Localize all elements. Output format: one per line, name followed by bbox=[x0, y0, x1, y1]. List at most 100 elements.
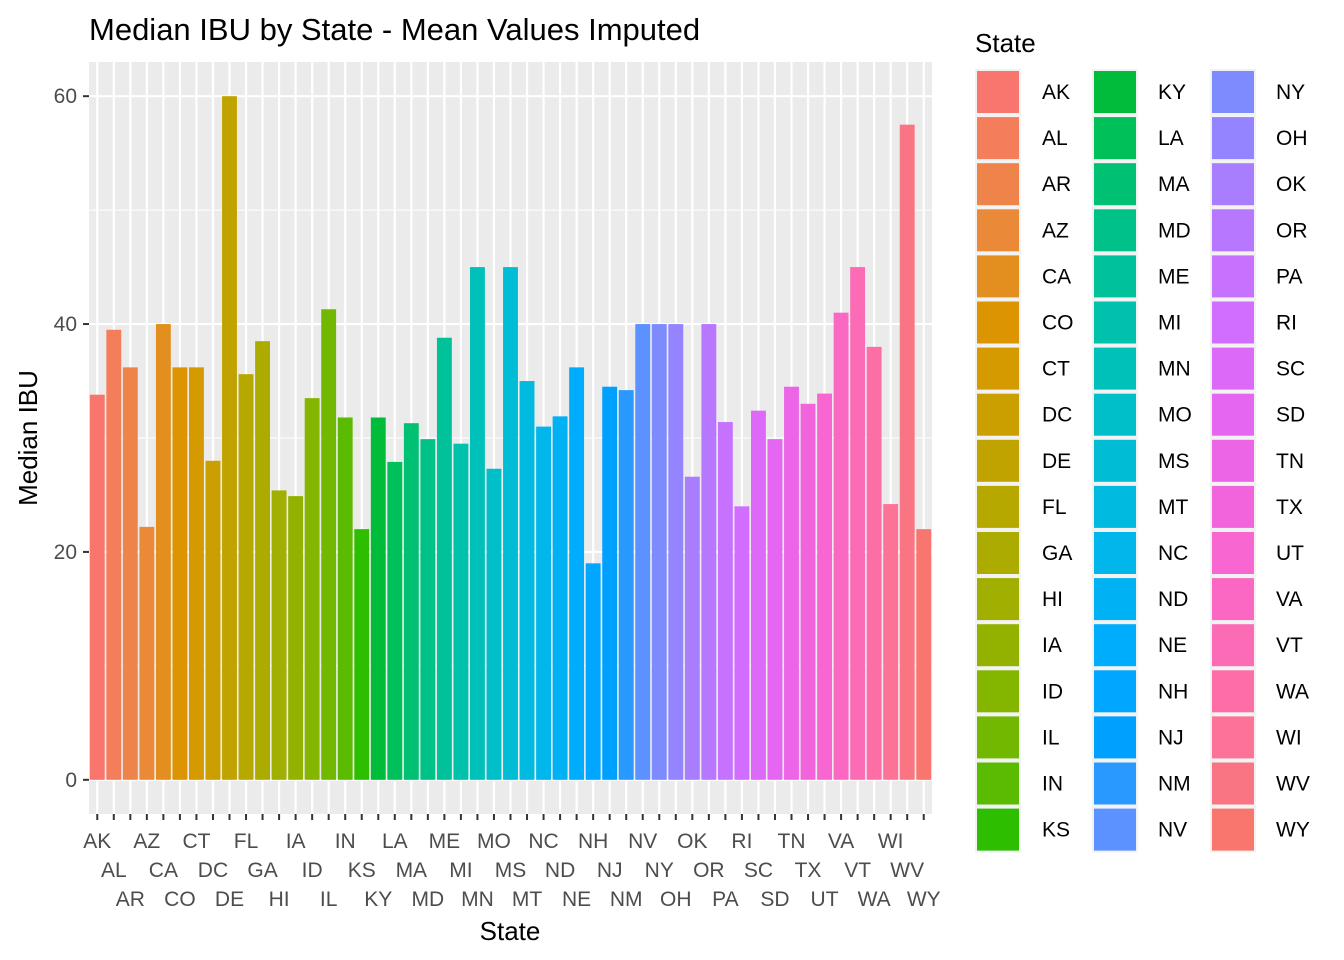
x-tick-label: ME bbox=[429, 830, 461, 853]
bar-ca bbox=[155, 324, 171, 780]
x-tick-label: NY bbox=[645, 859, 674, 882]
legend-key-wa bbox=[1212, 670, 1254, 713]
legend-key-ca bbox=[977, 255, 1019, 298]
bar-tx bbox=[800, 403, 816, 780]
legend-label: TN bbox=[1276, 450, 1304, 473]
bar-ar bbox=[122, 367, 138, 780]
legend-label: ME bbox=[1158, 265, 1190, 288]
legend-key-dc bbox=[977, 393, 1019, 436]
x-tick-label: RI bbox=[731, 830, 752, 853]
x-tick-label: SC bbox=[744, 859, 773, 882]
y-tick-label: 0 bbox=[65, 769, 77, 792]
legend-label: KS bbox=[1042, 819, 1070, 842]
legend-key-ms bbox=[1094, 439, 1136, 482]
legend-key-oh bbox=[1212, 117, 1254, 160]
x-tick-label: WY bbox=[907, 888, 941, 911]
legend-key-wi bbox=[1212, 716, 1254, 759]
x-tick-label: AL bbox=[101, 859, 127, 882]
legend-key-al bbox=[977, 117, 1019, 160]
legend-label: SC bbox=[1276, 358, 1305, 381]
legend-label: OR bbox=[1276, 219, 1308, 242]
legend-key-ri bbox=[1212, 301, 1254, 344]
legend-key-ok bbox=[1212, 163, 1254, 206]
bar-az bbox=[139, 526, 155, 780]
bar-nj bbox=[602, 386, 618, 780]
legend-label: LA bbox=[1158, 127, 1184, 150]
legend-label: MA bbox=[1158, 173, 1190, 196]
legend-label: WV bbox=[1276, 773, 1310, 796]
x-tick-label: WA bbox=[858, 888, 891, 911]
chart-title: Median IBU by State - Mean Values Impute… bbox=[89, 12, 700, 47]
legend-label: HI bbox=[1042, 588, 1063, 611]
legend-key-nh bbox=[1094, 670, 1136, 713]
bar-md bbox=[420, 439, 436, 780]
x-tick-label: KS bbox=[348, 859, 376, 882]
legend-label: CA bbox=[1042, 265, 1071, 288]
bar-sd bbox=[767, 439, 783, 780]
legend-label: MO bbox=[1158, 404, 1192, 427]
x-tick-label: TN bbox=[778, 830, 806, 853]
legend-key-id bbox=[977, 670, 1019, 713]
y-tick-label: 20 bbox=[54, 541, 77, 564]
legend-label: VT bbox=[1276, 634, 1303, 657]
x-tick-label: MA bbox=[396, 859, 428, 882]
legend-key-ut bbox=[1212, 532, 1254, 574]
x-tick-label: VT bbox=[844, 859, 871, 882]
bar-wy bbox=[916, 529, 932, 780]
x-tick-label: NC bbox=[528, 830, 558, 853]
bar-mt bbox=[519, 381, 535, 780]
legend-label: CT bbox=[1042, 358, 1070, 381]
legend-label: DC bbox=[1042, 404, 1072, 427]
legend-label: PA bbox=[1276, 265, 1302, 288]
legend-key-ia bbox=[977, 624, 1019, 667]
bar-ga bbox=[255, 341, 270, 780]
bar-ak bbox=[89, 394, 105, 780]
x-tick-label: TX bbox=[795, 859, 822, 882]
y-tick-label: 60 bbox=[54, 85, 77, 108]
bar-or bbox=[701, 324, 717, 780]
x-tick-label: WV bbox=[890, 859, 924, 882]
legend-label: FL bbox=[1042, 496, 1067, 519]
legend-label: AK bbox=[1042, 81, 1070, 104]
y-tick-label: 40 bbox=[54, 313, 77, 336]
legend-key-nc bbox=[1094, 532, 1136, 574]
legend-label: GA bbox=[1042, 542, 1072, 565]
legend-key-ne bbox=[1094, 624, 1136, 667]
x-tick-label: CO bbox=[164, 888, 196, 911]
legend-key-ar bbox=[977, 163, 1019, 206]
legend-label: NM bbox=[1158, 773, 1191, 796]
x-tick-label: OK bbox=[677, 830, 707, 853]
bar-ut bbox=[817, 393, 832, 780]
bar-ma bbox=[403, 423, 419, 780]
legend-key-me bbox=[1094, 255, 1136, 298]
legend-key-nj bbox=[1094, 716, 1136, 759]
bar-id bbox=[304, 398, 320, 780]
x-tick-label: DC bbox=[198, 859, 228, 882]
legend-label: NY bbox=[1276, 81, 1305, 104]
x-tick-label: IN bbox=[335, 830, 356, 853]
legend-label: UT bbox=[1276, 542, 1304, 565]
x-tick-label: HI bbox=[269, 888, 290, 911]
legend-key-hi bbox=[977, 578, 1019, 621]
bar-ne bbox=[569, 367, 585, 780]
x-tick-label: NJ bbox=[597, 859, 623, 882]
x-tick-label: AK bbox=[83, 830, 111, 853]
x-tick-label: ND bbox=[545, 859, 575, 882]
bar-dc bbox=[205, 460, 221, 780]
legend-label: ND bbox=[1158, 588, 1188, 611]
bar-me bbox=[436, 337, 452, 780]
bar-va bbox=[833, 312, 849, 780]
legend-label: MS bbox=[1158, 450, 1190, 473]
x-tick-label: FL bbox=[234, 830, 259, 853]
bar-al bbox=[106, 329, 122, 780]
legend-label: NH bbox=[1158, 680, 1188, 703]
legend-label: CO bbox=[1042, 312, 1074, 335]
x-tick-label: MO bbox=[477, 830, 511, 853]
bar-nh bbox=[585, 563, 601, 780]
legend-label: VA bbox=[1276, 588, 1302, 611]
legend-key-ct bbox=[977, 347, 1019, 390]
legend-label: AL bbox=[1042, 127, 1068, 150]
x-tick-label: AR bbox=[116, 888, 145, 911]
bar-nv bbox=[635, 324, 651, 780]
legend-label: NJ bbox=[1158, 726, 1184, 749]
